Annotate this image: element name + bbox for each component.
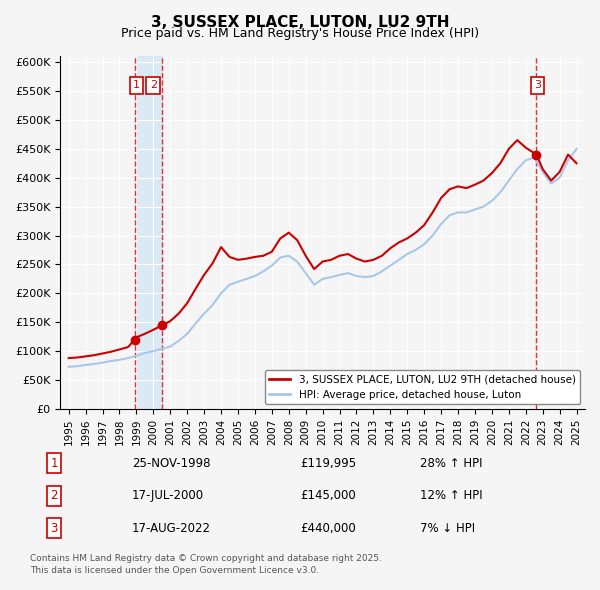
Text: £145,000: £145,000 — [300, 489, 356, 502]
Text: 12% ↑ HPI: 12% ↑ HPI — [420, 489, 482, 502]
Text: 17-JUL-2000: 17-JUL-2000 — [132, 489, 204, 502]
Text: 1: 1 — [133, 80, 140, 90]
Text: 2: 2 — [150, 80, 157, 90]
Text: 1: 1 — [50, 457, 58, 470]
Bar — [136, 56, 163, 409]
Text: 2: 2 — [50, 489, 58, 502]
Text: 28% ↑ HPI: 28% ↑ HPI — [420, 457, 482, 470]
Text: £119,995: £119,995 — [300, 457, 356, 470]
Legend: 3, SUSSEX PLACE, LUTON, LU2 9TH (detached house), HPI: Average price, detached h: 3, SUSSEX PLACE, LUTON, LU2 9TH (detache… — [265, 371, 580, 404]
Text: Price paid vs. HM Land Registry's House Price Index (HPI): Price paid vs. HM Land Registry's House … — [121, 27, 479, 40]
Text: 3: 3 — [50, 522, 58, 535]
Text: 7% ↓ HPI: 7% ↓ HPI — [420, 522, 475, 535]
Text: 3, SUSSEX PLACE, LUTON, LU2 9TH: 3, SUSSEX PLACE, LUTON, LU2 9TH — [151, 15, 449, 30]
Text: 3: 3 — [534, 80, 541, 90]
Text: 25-NOV-1998: 25-NOV-1998 — [132, 457, 211, 470]
Text: 17-AUG-2022: 17-AUG-2022 — [132, 522, 211, 535]
Text: Contains HM Land Registry data © Crown copyright and database right 2025.
This d: Contains HM Land Registry data © Crown c… — [30, 555, 382, 575]
Text: £440,000: £440,000 — [300, 522, 356, 535]
